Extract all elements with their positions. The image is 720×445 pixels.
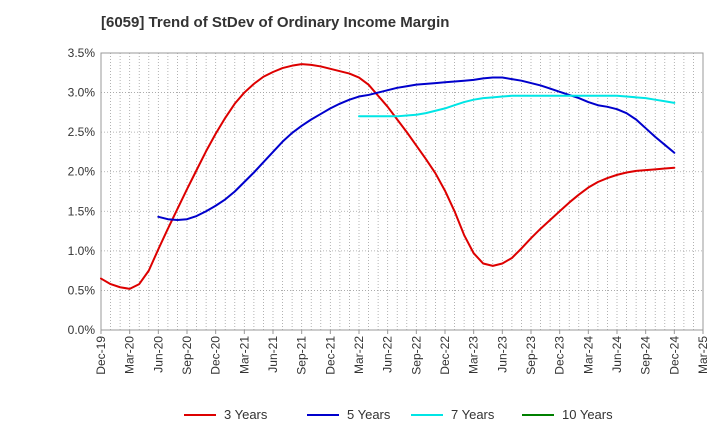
y-tick-label: 2.0% bbox=[68, 165, 96, 179]
y-tick-label: 3.0% bbox=[68, 86, 96, 100]
x-tick-label: Sep-21 bbox=[295, 336, 309, 375]
series-line-3-years bbox=[100, 63, 676, 290]
x-tick-label: Jun-23 bbox=[495, 336, 509, 373]
x-tick-label: Dec-23 bbox=[553, 336, 567, 375]
x-tick-label: Sep-23 bbox=[524, 336, 538, 375]
x-tick-label: Dec-19 bbox=[94, 336, 108, 375]
y-tick-label: 1.0% bbox=[68, 244, 96, 258]
grid-layer bbox=[100, 52, 704, 331]
x-tick-label: Mar-22 bbox=[352, 336, 366, 374]
y-tick-label: 0.5% bbox=[68, 283, 96, 297]
x-tick-label: Dec-20 bbox=[209, 336, 223, 375]
x-tick-label: Jun-21 bbox=[266, 336, 280, 373]
legend-label-10-years: 10 Years bbox=[562, 407, 613, 422]
x-tick-label: Dec-21 bbox=[323, 336, 337, 375]
y-tick-label: 0.0% bbox=[68, 323, 96, 337]
x-tick-label: Sep-20 bbox=[180, 336, 194, 375]
legend-label-5-years: 5 Years bbox=[347, 407, 391, 422]
legend-label-3-years: 3 Years bbox=[224, 407, 268, 422]
x-tick-label: Sep-24 bbox=[639, 336, 653, 375]
chart-title: [6059] Trend of StDev of Ordinary Income… bbox=[101, 14, 450, 31]
x-tick-label: Jun-24 bbox=[610, 336, 624, 373]
y-tick-label: 2.5% bbox=[68, 125, 96, 139]
legend-label-7-years: 7 Years bbox=[451, 407, 495, 422]
x-tick-label: Jun-20 bbox=[151, 336, 165, 373]
x-tick-label: Sep-22 bbox=[409, 336, 423, 375]
x-tick-label: Mar-24 bbox=[581, 336, 595, 374]
x-tick-label: Dec-24 bbox=[667, 336, 681, 375]
x-tick-label: Mar-25 bbox=[696, 336, 710, 374]
series-line-5-years bbox=[157, 76, 676, 221]
plot-area bbox=[100, 52, 704, 331]
x-tick-label: Mar-20 bbox=[123, 336, 137, 374]
series-line-7-years bbox=[358, 94, 676, 118]
x-tick-label: Dec-22 bbox=[438, 336, 452, 375]
x-tick-label: Mar-21 bbox=[237, 336, 251, 374]
axis-layer: 0.0% 0.5% 1.0% 1.5% 2.0% 2.5% 3.0% 3.5% Dec-19 Ma… bbox=[68, 46, 710, 375]
x-tick-label: Mar-23 bbox=[467, 336, 481, 374]
x-tick-label: Jun-22 bbox=[381, 336, 395, 373]
legend: 3 Years 5 Years 7 Years 10 Years bbox=[184, 407, 613, 422]
series-layer bbox=[100, 63, 676, 290]
y-tick-label: 3.5% bbox=[68, 46, 96, 60]
y-tick-label: 1.5% bbox=[68, 204, 96, 218]
